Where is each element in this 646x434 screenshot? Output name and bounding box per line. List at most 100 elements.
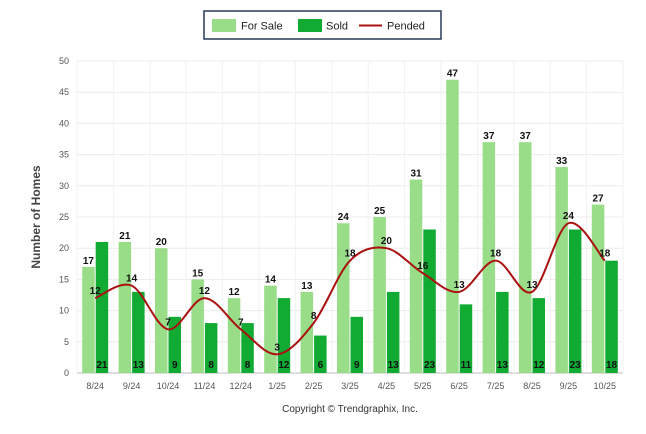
label-pended: 7 bbox=[165, 317, 171, 328]
legend-label-for-sale: For Sale bbox=[241, 21, 283, 33]
label-for-sale: 13 bbox=[301, 281, 313, 292]
label-for-sale: 15 bbox=[192, 268, 204, 279]
bar-sold bbox=[605, 260, 618, 373]
x-tick-label: 12/24 bbox=[230, 381, 253, 391]
legend-label-pended: Pended bbox=[387, 21, 425, 33]
x-tick-label: 9/25 bbox=[560, 381, 578, 391]
labels-layer: 17 21 8/24 21 13 9/24 20 9 10/24 15 8 11/24 12 8 12/24… bbox=[83, 69, 618, 391]
x-tick-label: 5/25 bbox=[414, 381, 432, 391]
label-sold: 9 bbox=[172, 360, 178, 371]
label-sold: 21 bbox=[96, 360, 108, 371]
bar-sold bbox=[423, 229, 436, 373]
label-sold: 8 bbox=[208, 360, 214, 371]
bar-for-sale bbox=[337, 223, 350, 373]
label-for-sale: 12 bbox=[228, 287, 240, 298]
y-axis-title: Number of Homes bbox=[29, 165, 43, 269]
bar-for-sale bbox=[482, 142, 496, 373]
bar-sold bbox=[95, 241, 109, 373]
label-pended: 13 bbox=[454, 280, 466, 291]
x-tick-label: 8/25 bbox=[523, 381, 541, 391]
label-pended: 12 bbox=[90, 286, 102, 297]
bar-for-sale bbox=[446, 79, 459, 373]
x-tick-label: 3/25 bbox=[341, 381, 359, 391]
label-for-sale: 24 bbox=[338, 212, 350, 223]
bar-sold bbox=[568, 229, 582, 373]
label-for-sale: 21 bbox=[119, 231, 131, 242]
label-for-sale: 25 bbox=[374, 206, 386, 217]
y-tick-label: 30 bbox=[59, 181, 69, 191]
x-tick-label: 11/24 bbox=[193, 381, 215, 391]
label-sold: 6 bbox=[318, 360, 324, 371]
bar-sold bbox=[241, 323, 254, 373]
bar-for-sale bbox=[373, 217, 386, 373]
copyright-text: Copyright © Trendgraphix, Inc. bbox=[282, 404, 418, 415]
y-tick-label: 20 bbox=[59, 243, 69, 253]
bar-for-sale bbox=[118, 241, 132, 373]
x-tick-label: 1/25 bbox=[268, 381, 286, 391]
bar-sold bbox=[496, 291, 509, 373]
label-for-sale: 33 bbox=[556, 156, 568, 167]
bar-for-sale bbox=[519, 142, 532, 373]
bar-for-sale bbox=[82, 266, 95, 373]
label-for-sale: 37 bbox=[483, 131, 495, 142]
label-sold: 12 bbox=[278, 360, 290, 371]
bar-sold bbox=[532, 298, 545, 373]
line-pended bbox=[94, 222, 606, 356]
y-tick-label: 50 bbox=[59, 56, 69, 66]
label-for-sale: 37 bbox=[520, 131, 532, 142]
x-tick-label: 6/25 bbox=[450, 381, 468, 391]
y-tick-label: 25 bbox=[59, 212, 69, 222]
label-pended: 20 bbox=[381, 236, 393, 247]
y-tick-label: 5 bbox=[64, 337, 69, 347]
x-tick-label: 4/25 bbox=[378, 381, 396, 391]
label-pended: 24 bbox=[563, 211, 575, 222]
bar-sold bbox=[168, 316, 181, 373]
bar-sold bbox=[204, 323, 218, 373]
label-for-sale: 31 bbox=[410, 169, 422, 180]
bar-for-sale bbox=[227, 298, 241, 373]
label-pended: 13 bbox=[526, 280, 538, 291]
x-tick-label: 10/25 bbox=[594, 381, 617, 391]
label-for-sale: 47 bbox=[447, 69, 459, 80]
x-tick-label: 7/25 bbox=[487, 381, 505, 391]
label-sold: 18 bbox=[606, 360, 618, 371]
label-sold: 13 bbox=[388, 360, 400, 371]
legend: For Sale Sold Pended bbox=[203, 10, 442, 40]
bars-layer bbox=[82, 79, 618, 373]
label-sold: 11 bbox=[461, 360, 472, 371]
bar-sold bbox=[386, 291, 400, 373]
label-pended: 7 bbox=[238, 317, 244, 328]
y-tick-label: 40 bbox=[59, 118, 69, 128]
label-sold: 13 bbox=[497, 360, 509, 371]
bar-for-sale bbox=[555, 167, 568, 373]
label-for-sale: 14 bbox=[265, 275, 277, 286]
label-sold: 13 bbox=[133, 360, 145, 371]
bar-sold bbox=[314, 335, 327, 373]
bar-for-sale bbox=[409, 179, 423, 373]
label-sold: 23 bbox=[424, 360, 436, 371]
label-sold: 23 bbox=[570, 360, 582, 371]
bar-sold bbox=[350, 316, 363, 373]
bar-for-sale bbox=[591, 204, 605, 373]
label-pended: 14 bbox=[126, 274, 138, 285]
legend-label-sold: Sold bbox=[326, 21, 348, 33]
label-for-sale: 20 bbox=[156, 237, 168, 248]
legend-swatch-sold bbox=[298, 19, 322, 32]
bar-sold bbox=[132, 291, 145, 373]
y-tick-label: 15 bbox=[59, 274, 69, 284]
y-tick-label: 45 bbox=[59, 87, 69, 97]
x-tick-label: 2/25 bbox=[305, 381, 323, 391]
label-pended: 18 bbox=[344, 249, 356, 260]
label-pended: 3 bbox=[274, 342, 280, 353]
bar-for-sale bbox=[264, 285, 277, 373]
x-tick-label: 8/24 bbox=[86, 381, 104, 391]
y-tick-label: 0 bbox=[64, 368, 69, 378]
label-pended: 16 bbox=[417, 261, 429, 272]
label-pended: 12 bbox=[199, 286, 211, 297]
x-tick-label: 10/24 bbox=[157, 381, 180, 391]
label-sold: 12 bbox=[533, 360, 545, 371]
label-sold: 9 bbox=[354, 360, 360, 371]
label-for-sale: 17 bbox=[83, 256, 95, 267]
